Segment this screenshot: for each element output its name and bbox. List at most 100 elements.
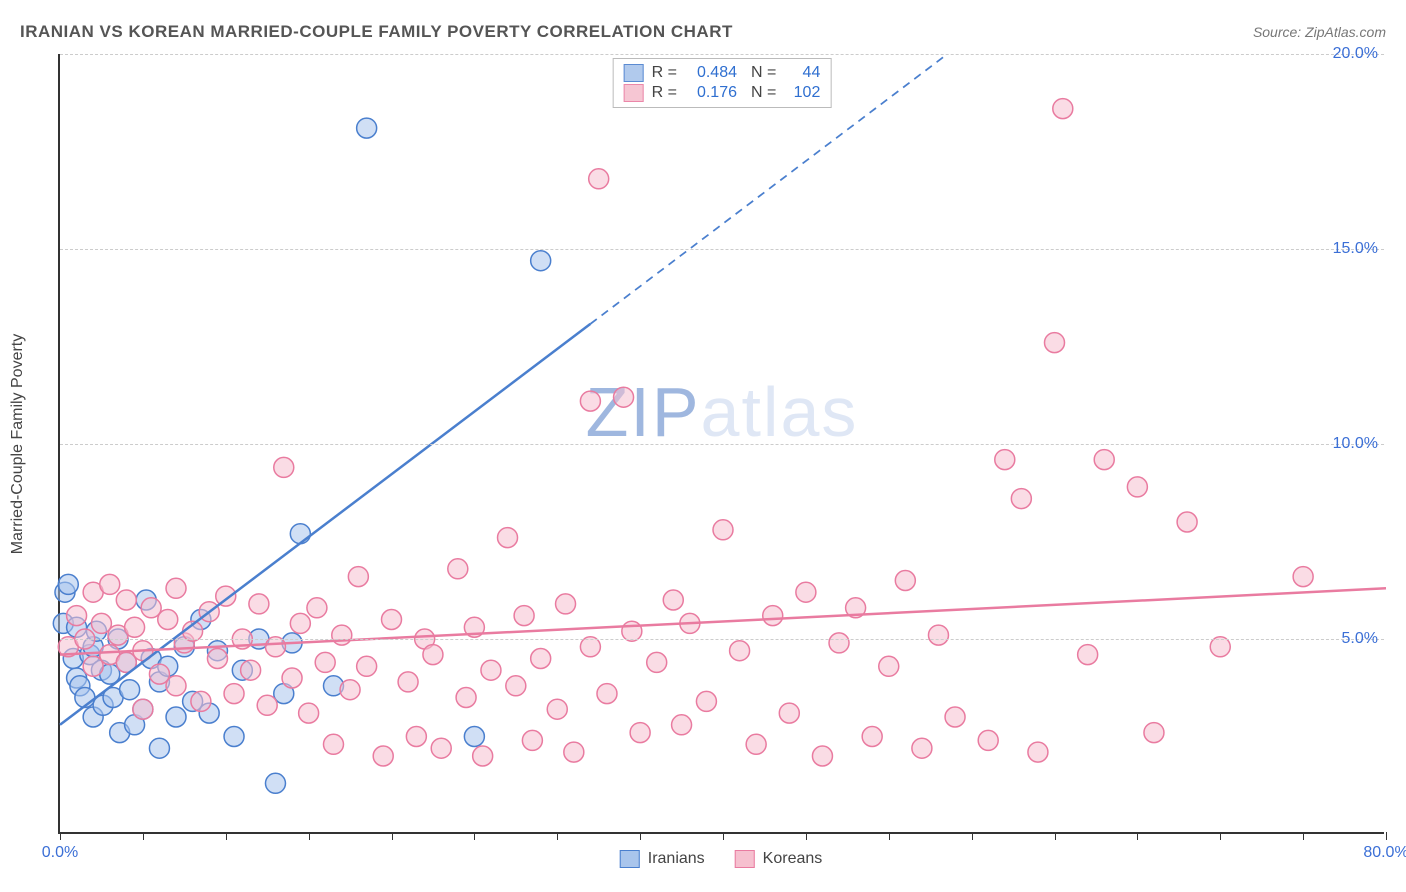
y-axis-title: Married-Couple Family Poverty [9,334,27,555]
x-tick [889,832,890,840]
legend-swatch-koreans [735,850,755,868]
y-tick-label: 20.0% [1333,45,1378,63]
data-point-iranians [265,773,285,793]
x-tick [143,832,144,840]
data-point-koreans [978,730,998,750]
x-tick [1220,832,1221,840]
stats-row-iranians: R =0.484N =44 [624,63,821,83]
data-point-koreans [672,715,692,735]
swatch-koreans [624,84,644,102]
data-point-koreans [928,625,948,645]
data-point-koreans [763,606,783,626]
data-point-koreans [589,169,609,189]
swatch-iranians [624,64,644,82]
x-tick-label: 80.0% [1363,844,1406,862]
data-point-iranians [290,524,310,544]
x-tick [972,832,973,840]
data-point-koreans [282,668,302,688]
data-point-koreans [315,652,335,672]
data-point-koreans [116,590,136,610]
data-point-koreans [1053,99,1073,119]
x-tick [226,832,227,840]
data-point-koreans [207,649,227,669]
x-tick [640,832,641,840]
data-point-koreans [895,571,915,591]
data-point-koreans [730,641,750,661]
data-point-koreans [746,734,766,754]
data-point-koreans [473,746,493,766]
data-point-koreans [1011,489,1031,509]
stat-n-value: 102 [784,84,820,102]
chart-title: IRANIAN VS KOREAN MARRIED-COUPLE FAMILY … [20,22,733,42]
stat-r-label: R = [652,64,677,82]
data-point-koreans [166,578,186,598]
grid-line [60,249,1384,250]
data-point-koreans [274,457,294,477]
data-point-koreans [1094,450,1114,470]
grid-line [60,54,1384,55]
stat-r-value: 0.176 [685,84,737,102]
data-point-koreans [448,559,468,579]
data-point-koreans [166,676,186,696]
data-point-koreans [614,387,634,407]
x-tick [723,832,724,840]
legend-item-iranians: Iranians [620,850,705,868]
x-tick [1303,832,1304,840]
data-point-koreans [1028,742,1048,762]
data-point-koreans [597,684,617,704]
data-point-koreans [323,734,343,754]
data-point-koreans [812,746,832,766]
data-point-koreans [406,727,426,747]
legend-label: Koreans [763,850,823,868]
data-point-koreans [1144,723,1164,743]
data-point-koreans [630,723,650,743]
data-point-koreans [191,691,211,711]
data-point-iranians [166,707,186,727]
grid-line [60,444,1384,445]
data-point-koreans [1127,477,1147,497]
data-point-koreans [257,695,277,715]
header-bar: IRANIAN VS KOREAN MARRIED-COUPLE FAMILY … [20,18,1386,46]
plot-region: ZIPatlas R =0.484N =44R =0.176N =102 5.0… [58,54,1384,834]
legend-swatch-iranians [620,850,640,868]
legend-item-koreans: Koreans [735,850,823,868]
data-point-koreans [423,645,443,665]
data-point-koreans [713,520,733,540]
data-point-koreans [506,676,526,696]
data-point-koreans [373,746,393,766]
data-point-koreans [290,613,310,633]
data-point-koreans [398,672,418,692]
data-point-iranians [531,251,551,271]
grid-line [60,639,1384,640]
stat-n-label: N = [751,84,776,102]
stat-n-value: 44 [784,64,820,82]
data-point-koreans [580,391,600,411]
data-point-koreans [547,699,567,719]
data-point-koreans [912,738,932,758]
source-attribution: Source: ZipAtlas.com [1253,24,1386,40]
stats-row-koreans: R =0.176N =102 [624,83,821,103]
data-point-koreans [796,582,816,602]
legend-bottom: Iranians Koreans [620,850,823,868]
data-point-koreans [647,652,667,672]
data-point-koreans [862,727,882,747]
data-point-koreans [1045,333,1065,353]
data-point-iranians [464,727,484,747]
data-point-koreans [498,528,518,548]
data-point-koreans [125,617,145,637]
data-point-koreans [340,680,360,700]
source-prefix: Source: [1253,24,1305,40]
data-point-iranians [149,738,169,758]
data-point-koreans [556,594,576,614]
data-point-koreans [522,730,542,750]
data-point-koreans [299,703,319,723]
data-point-koreans [1078,645,1098,665]
chart-area: Married-Couple Family Poverty ZIPatlas R… [58,54,1384,834]
data-point-koreans [564,742,584,762]
x-tick [474,832,475,840]
y-tick-label: 5.0% [1342,630,1378,648]
data-point-koreans [431,738,451,758]
data-point-koreans [945,707,965,727]
y-tick-label: 10.0% [1333,435,1378,453]
data-point-koreans [456,688,476,708]
